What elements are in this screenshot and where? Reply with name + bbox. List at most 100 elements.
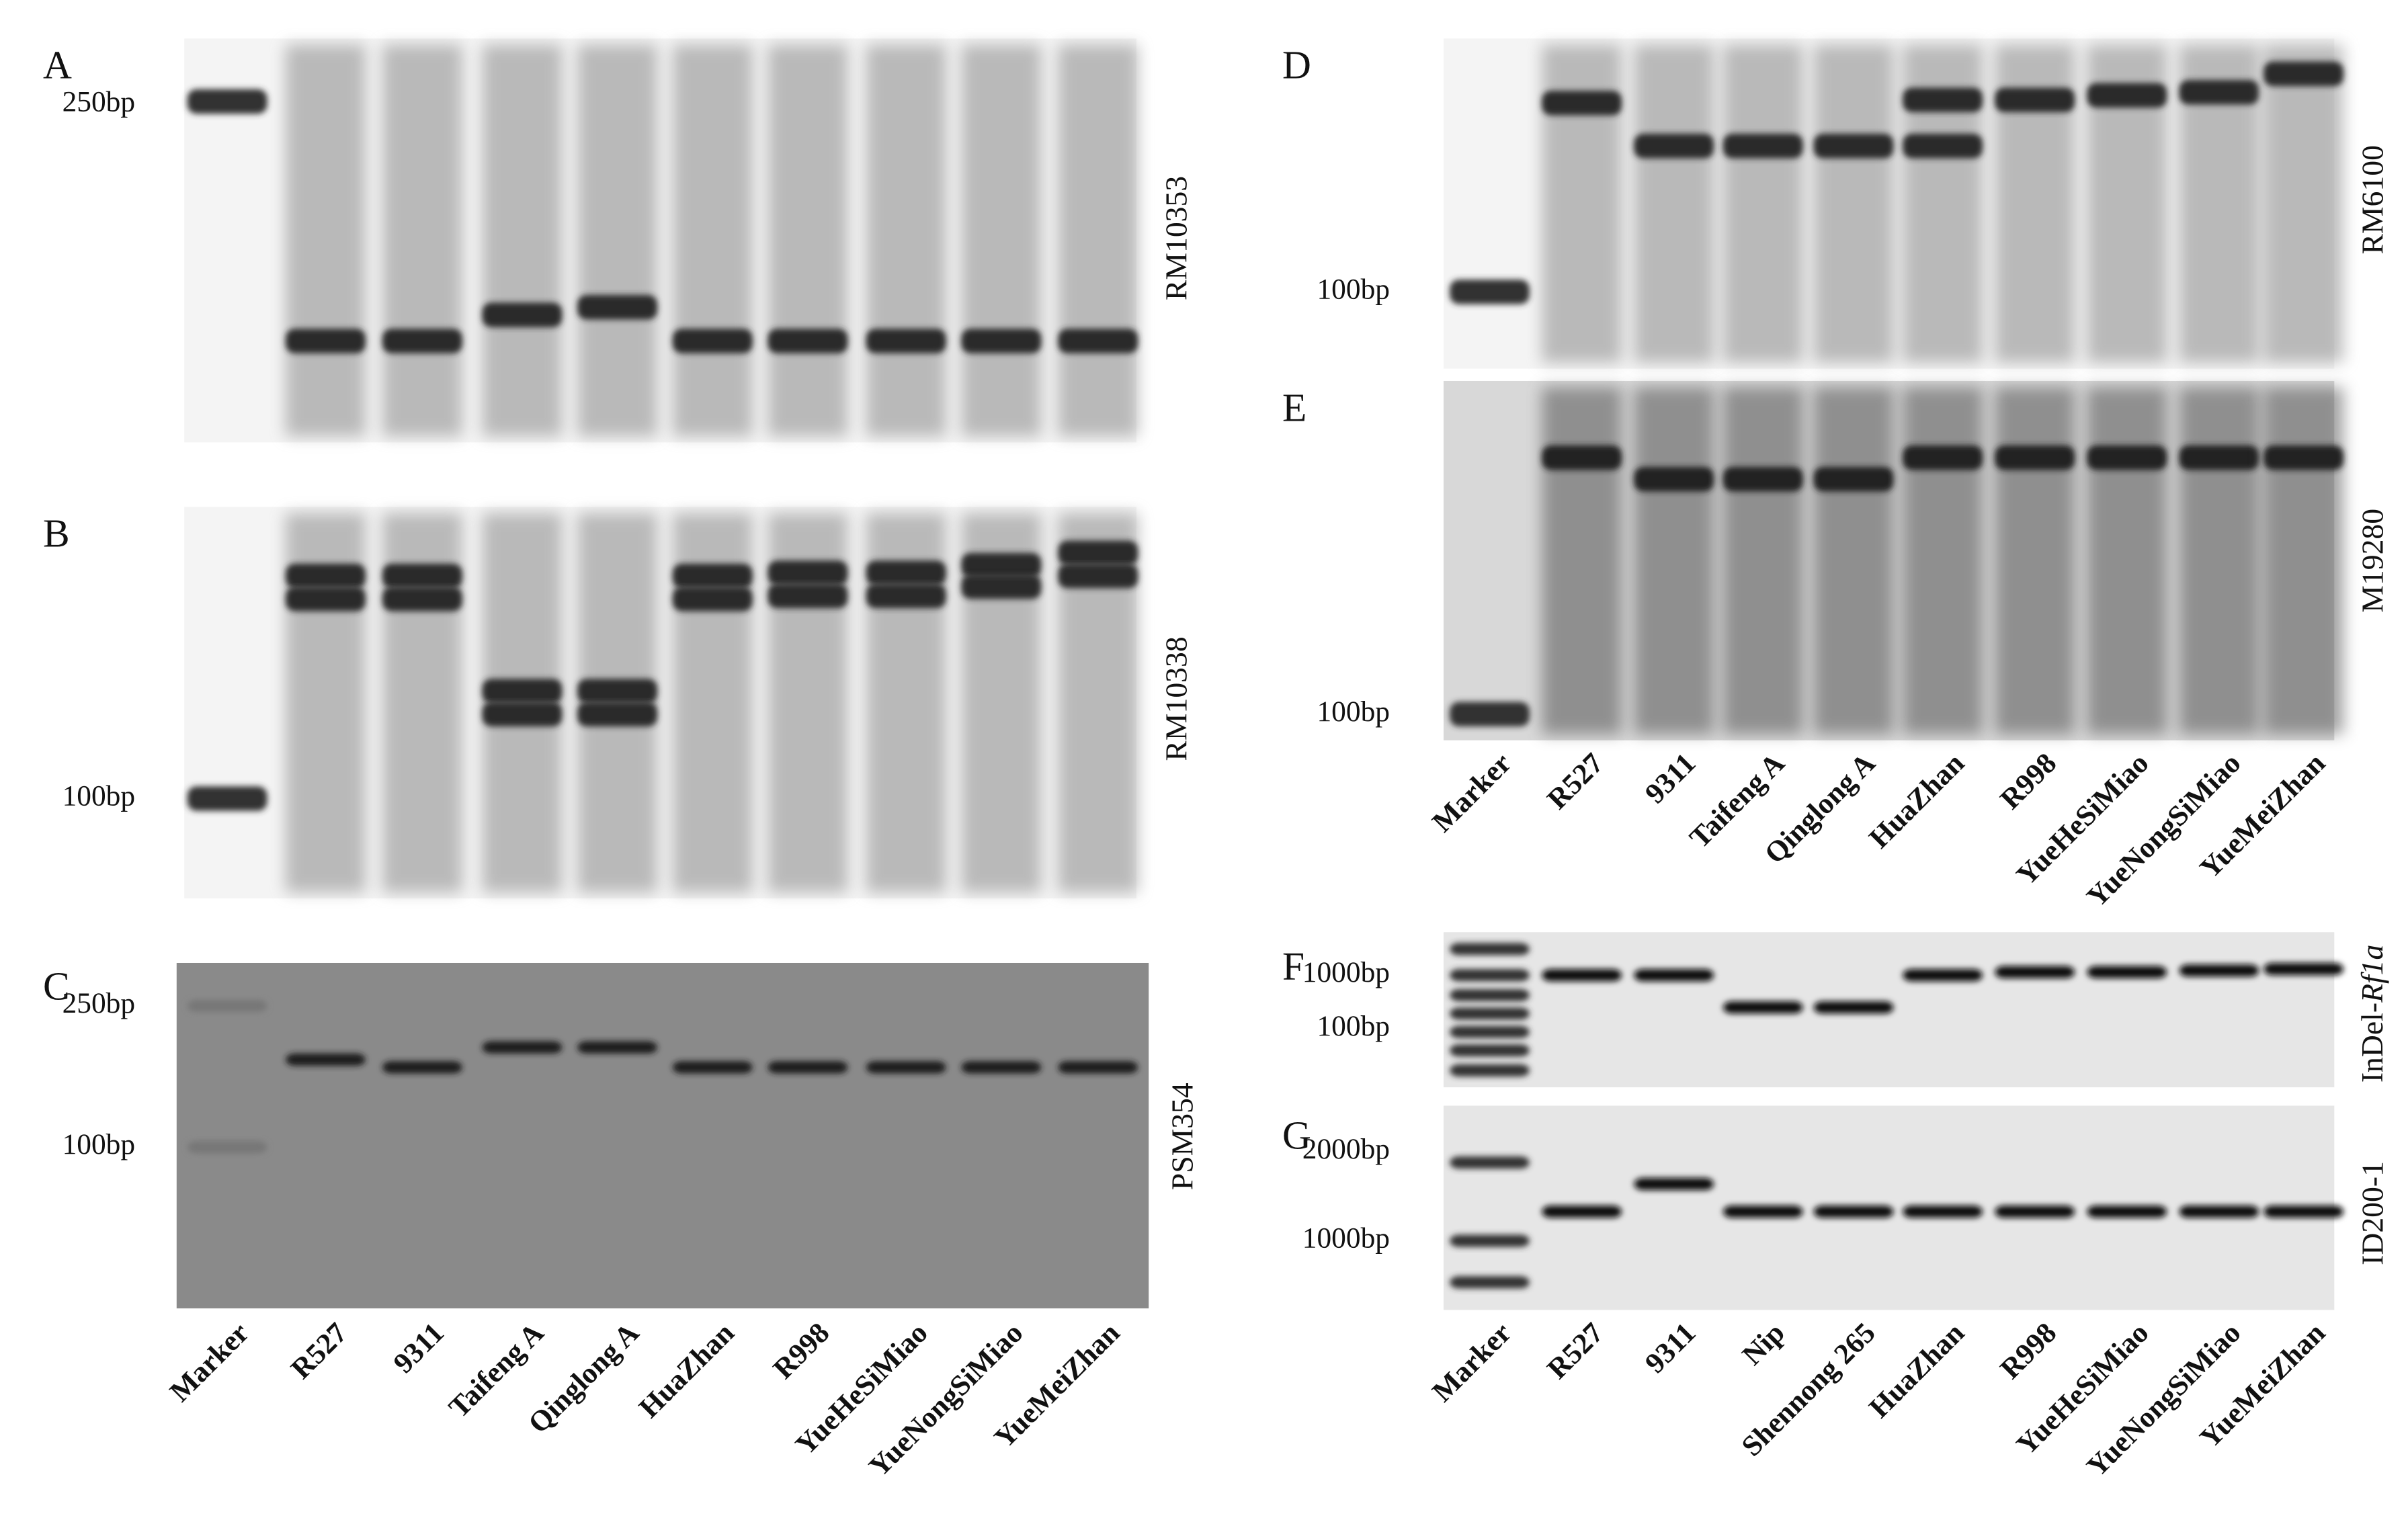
lane-label: 9311	[1639, 747, 1702, 810]
band	[1450, 988, 1530, 1002]
band	[1450, 1044, 1530, 1057]
band	[1058, 329, 1138, 353]
band	[1450, 1276, 1530, 1289]
lane-label: Marker	[164, 1316, 255, 1408]
lane-label: HuaZhan	[1863, 1316, 1970, 1424]
band	[767, 329, 848, 353]
lane	[1722, 387, 1803, 734]
marker-name: ID200-1	[2355, 1161, 2389, 1265]
lane-label: 9311	[387, 1316, 450, 1380]
lane	[1722, 44, 1803, 363]
band	[2179, 964, 2259, 977]
band	[1634, 1177, 1714, 1191]
lane	[866, 44, 946, 437]
marker-prefix: InDel-	[2355, 1003, 2389, 1083]
lane	[1813, 387, 1894, 734]
band	[1995, 1206, 2075, 1218]
lane	[961, 44, 1042, 437]
band	[767, 560, 848, 585]
gel-panel	[1443, 380, 2344, 741]
band	[187, 89, 267, 114]
size-label: 100bp	[63, 1128, 136, 1160]
band	[577, 679, 658, 704]
band	[2264, 445, 2344, 470]
gel	[176, 962, 1149, 1309]
band	[1903, 134, 1983, 159]
band	[382, 1061, 462, 1074]
lane	[1903, 387, 1983, 734]
band	[2087, 1206, 2167, 1218]
size-label: 1000bp	[1302, 1222, 1390, 1255]
band	[672, 1061, 753, 1074]
band	[482, 702, 563, 727]
band	[1450, 1234, 1530, 1247]
size-label: 2000bp	[1302, 1133, 1390, 1165]
band	[1903, 1206, 1983, 1218]
lane	[1813, 44, 1894, 363]
band	[1903, 969, 1983, 982]
band	[577, 294, 658, 320]
band	[1542, 969, 1622, 982]
lane-label: Marker	[1426, 1316, 1518, 1408]
lane-label: HuaZhan	[1863, 747, 1970, 855]
size-label: 100bp	[1317, 695, 1390, 728]
band	[866, 329, 946, 353]
band	[1542, 91, 1622, 116]
gel-panel	[1443, 38, 2344, 369]
size-label: 100bp	[63, 779, 136, 812]
band	[1542, 445, 1622, 470]
gel-panel	[184, 38, 1138, 443]
panel-letter: A	[43, 43, 72, 87]
band	[1995, 87, 2075, 113]
lane	[2087, 387, 2167, 734]
size-label: 100bp	[1317, 273, 1390, 305]
band	[2087, 83, 2167, 108]
lane	[1634, 44, 1714, 363]
band	[1722, 466, 1803, 492]
lane-label: R998	[767, 1316, 835, 1385]
band	[961, 329, 1042, 353]
band	[866, 560, 946, 585]
lane-label: HuaZhan	[633, 1316, 741, 1424]
band	[286, 587, 366, 611]
gel-panel	[1443, 1105, 2344, 1310]
band	[577, 702, 658, 727]
band	[286, 563, 366, 589]
band	[1450, 1064, 1530, 1077]
band	[1995, 445, 2075, 470]
band	[577, 1041, 658, 1054]
lane	[1634, 387, 1714, 734]
lane-label: R527	[1541, 747, 1610, 816]
panel-letter: B	[43, 511, 70, 556]
band	[1995, 966, 2075, 978]
lane-label: 9311	[1639, 1316, 1702, 1380]
band	[672, 587, 753, 611]
lane-label: YueNongSiMiao	[2081, 747, 2247, 914]
band	[2264, 1206, 2344, 1218]
band	[482, 1041, 563, 1054]
band	[2087, 966, 2167, 978]
band	[382, 329, 462, 353]
band	[1450, 1156, 1530, 1169]
band	[2179, 1206, 2259, 1218]
band	[1634, 134, 1714, 159]
band	[1813, 1206, 1894, 1218]
band	[1634, 466, 1714, 492]
band	[1058, 1061, 1138, 1074]
lane	[2179, 387, 2259, 734]
size-label: 100bp	[1317, 1010, 1390, 1042]
size-label: 250bp	[63, 987, 136, 1019]
band	[1058, 563, 1138, 589]
band	[1722, 1206, 1803, 1218]
band	[767, 1061, 848, 1074]
size-label: 250bp	[63, 86, 136, 118]
lane	[577, 44, 658, 437]
lane	[672, 44, 753, 437]
marker-name: InDel-Rf1a	[2355, 945, 2389, 1083]
band	[482, 302, 563, 327]
band	[382, 563, 462, 589]
band	[1813, 134, 1894, 159]
gel-panel	[1443, 932, 2344, 1088]
lane-label: Nip	[1736, 1316, 1791, 1371]
marker-gene: Rf1a	[2355, 945, 2389, 1003]
